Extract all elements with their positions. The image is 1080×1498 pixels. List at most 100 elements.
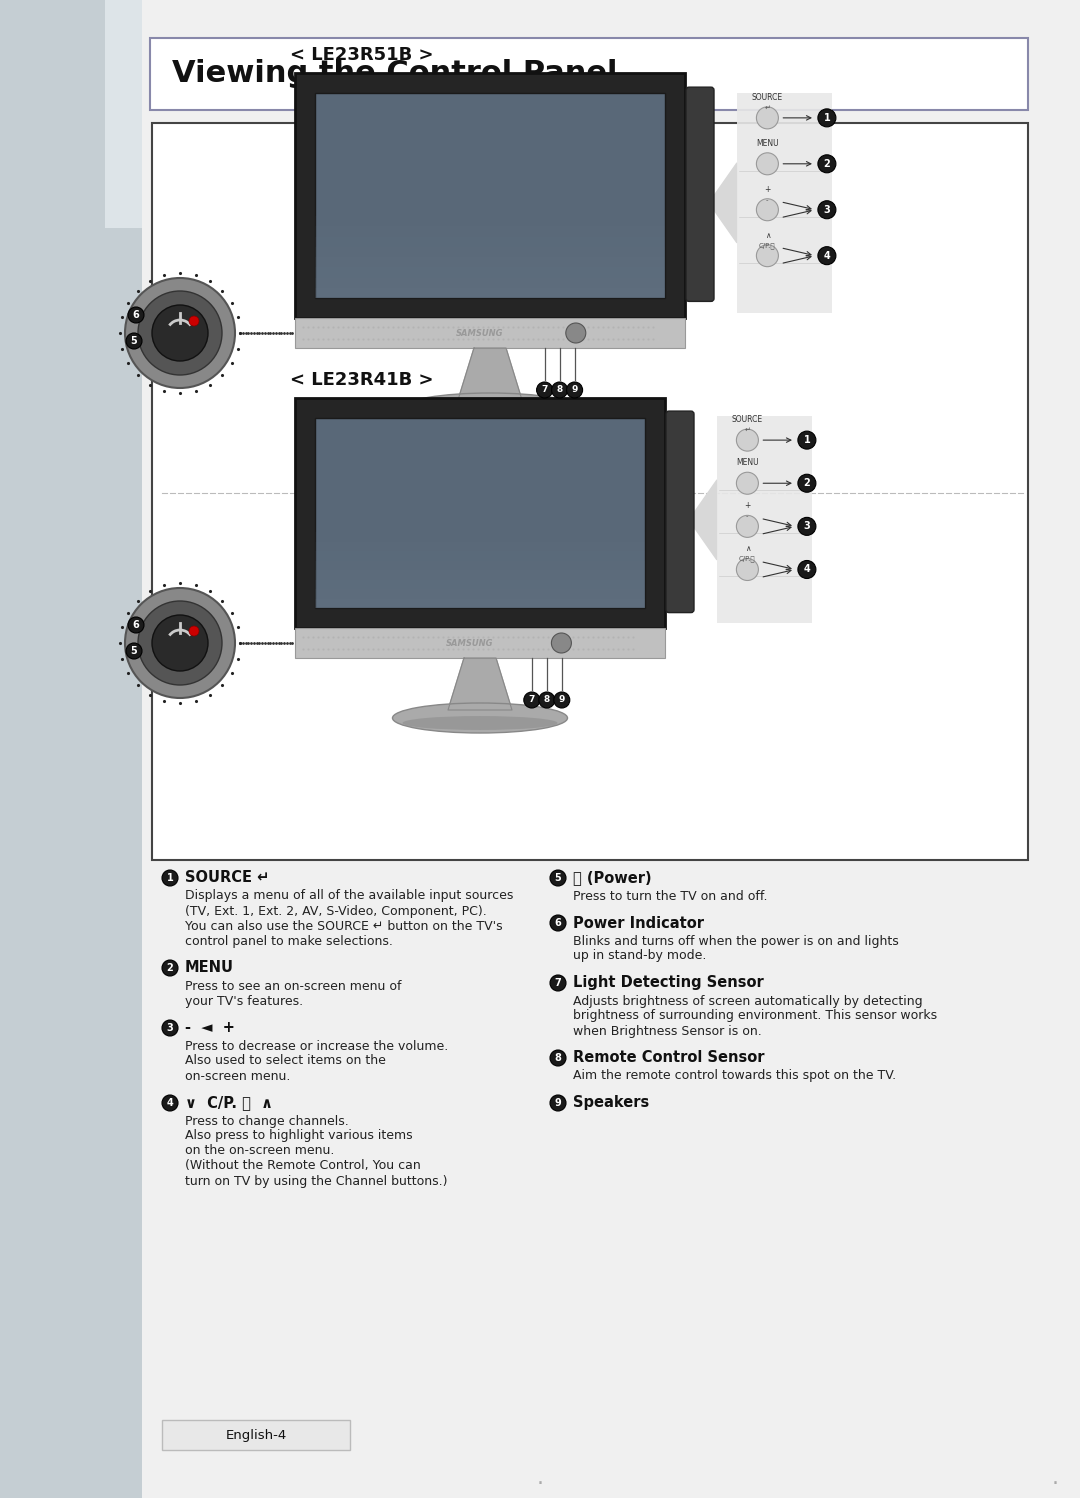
Text: < LE23R51B >: < LE23R51B > (291, 46, 433, 64)
Ellipse shape (403, 392, 578, 422)
Circle shape (798, 475, 815, 493)
Text: up in stand-by mode.: up in stand-by mode. (573, 950, 706, 963)
Text: -: - (746, 514, 748, 520)
Circle shape (138, 291, 222, 374)
Text: English-4: English-4 (226, 1429, 286, 1441)
Text: 1: 1 (804, 434, 810, 445)
Circle shape (126, 643, 141, 659)
Circle shape (162, 960, 178, 977)
Circle shape (756, 153, 779, 175)
Text: ∧: ∧ (765, 231, 770, 240)
Circle shape (129, 617, 144, 634)
Circle shape (125, 589, 235, 698)
Text: Press to turn the TV on and off.: Press to turn the TV on and off. (573, 890, 768, 902)
FancyBboxPatch shape (315, 267, 665, 277)
Text: Adjusts brightness of screen automatically by detecting: Adjusts brightness of screen automatical… (573, 995, 922, 1008)
FancyBboxPatch shape (315, 288, 665, 298)
Text: 2: 2 (166, 963, 174, 974)
FancyBboxPatch shape (315, 580, 645, 589)
Polygon shape (458, 348, 522, 400)
FancyBboxPatch shape (0, 0, 141, 1498)
Circle shape (737, 428, 758, 451)
Text: MENU: MENU (185, 960, 234, 975)
Text: SOURCE: SOURCE (732, 415, 762, 424)
Text: 3: 3 (824, 205, 831, 214)
Circle shape (537, 382, 553, 398)
Circle shape (737, 559, 758, 581)
Text: 8: 8 (556, 385, 563, 394)
FancyBboxPatch shape (717, 416, 812, 623)
Circle shape (567, 382, 582, 398)
Text: < LE23R41B >: < LE23R41B > (291, 372, 433, 389)
FancyBboxPatch shape (315, 551, 645, 560)
Text: Press to decrease or increase the volume.: Press to decrease or increase the volume… (185, 1040, 448, 1053)
Polygon shape (689, 479, 717, 560)
Circle shape (818, 109, 836, 127)
Text: +: + (744, 502, 751, 511)
Text: 9: 9 (555, 1098, 562, 1109)
Circle shape (798, 560, 815, 578)
Circle shape (152, 306, 208, 361)
FancyBboxPatch shape (315, 226, 665, 237)
Text: 8: 8 (543, 695, 550, 704)
FancyBboxPatch shape (315, 247, 665, 258)
FancyBboxPatch shape (295, 398, 665, 628)
Text: Power Indicator: Power Indicator (573, 915, 704, 930)
Text: 4: 4 (166, 1098, 174, 1109)
FancyBboxPatch shape (295, 318, 685, 348)
FancyBboxPatch shape (315, 258, 665, 267)
Text: (Without the Remote Control, You can: (Without the Remote Control, You can (185, 1159, 421, 1173)
Text: Light Detecting Sensor: Light Detecting Sensor (573, 975, 764, 990)
Circle shape (552, 634, 571, 653)
FancyBboxPatch shape (162, 1420, 350, 1450)
Circle shape (524, 692, 540, 709)
FancyBboxPatch shape (315, 571, 645, 580)
FancyBboxPatch shape (150, 37, 1028, 109)
Text: ↵: ↵ (744, 427, 751, 433)
Text: 1: 1 (824, 112, 831, 123)
FancyBboxPatch shape (105, 0, 141, 228)
Text: turn on TV by using the Channel buttons.): turn on TV by using the Channel buttons.… (185, 1174, 447, 1188)
Circle shape (152, 616, 208, 671)
Polygon shape (448, 658, 512, 710)
Text: 5: 5 (131, 646, 137, 656)
Circle shape (756, 244, 779, 267)
Circle shape (737, 515, 758, 538)
Circle shape (125, 279, 235, 388)
Text: 7: 7 (528, 695, 535, 704)
Text: Press to change channels.: Press to change channels. (185, 1115, 349, 1128)
Text: Remote Control Sensor: Remote Control Sensor (573, 1050, 765, 1065)
Text: 3: 3 (166, 1023, 174, 1034)
Text: SAMSUNG: SAMSUNG (446, 638, 494, 647)
Text: 6: 6 (133, 620, 139, 631)
Text: (TV, Ext. 1, Ext. 2, AV, S-Video, Component, PC).: (TV, Ext. 1, Ext. 2, AV, S-Video, Compon… (185, 905, 487, 917)
Circle shape (162, 870, 178, 885)
Text: ⏻ (Power): ⏻ (Power) (573, 870, 651, 885)
Circle shape (162, 1095, 178, 1112)
Text: Also press to highlight various items: Also press to highlight various items (185, 1129, 413, 1143)
Circle shape (737, 472, 758, 494)
Circle shape (550, 915, 566, 930)
Text: 8: 8 (554, 1053, 562, 1064)
Circle shape (550, 975, 566, 992)
Text: ·: · (537, 1474, 543, 1494)
Text: You can also use the SOURCE ↵ button on the TV's: You can also use the SOURCE ↵ button on … (185, 920, 502, 932)
FancyBboxPatch shape (315, 277, 665, 288)
FancyBboxPatch shape (666, 410, 694, 613)
Text: 2: 2 (824, 159, 831, 169)
FancyBboxPatch shape (686, 87, 714, 301)
Circle shape (550, 1095, 566, 1112)
Circle shape (798, 431, 815, 449)
Text: 7: 7 (555, 978, 562, 989)
Text: -: - (766, 196, 769, 202)
Text: control panel to make selections.: control panel to make selections. (185, 935, 393, 948)
Text: Viewing the Control Panel: Viewing the Control Panel (172, 60, 618, 88)
FancyBboxPatch shape (315, 237, 665, 247)
FancyBboxPatch shape (315, 589, 645, 599)
FancyBboxPatch shape (315, 599, 645, 608)
Text: MENU: MENU (737, 458, 759, 467)
Text: 6: 6 (555, 918, 562, 927)
FancyBboxPatch shape (152, 123, 1028, 860)
FancyBboxPatch shape (295, 628, 665, 658)
Circle shape (539, 692, 555, 709)
